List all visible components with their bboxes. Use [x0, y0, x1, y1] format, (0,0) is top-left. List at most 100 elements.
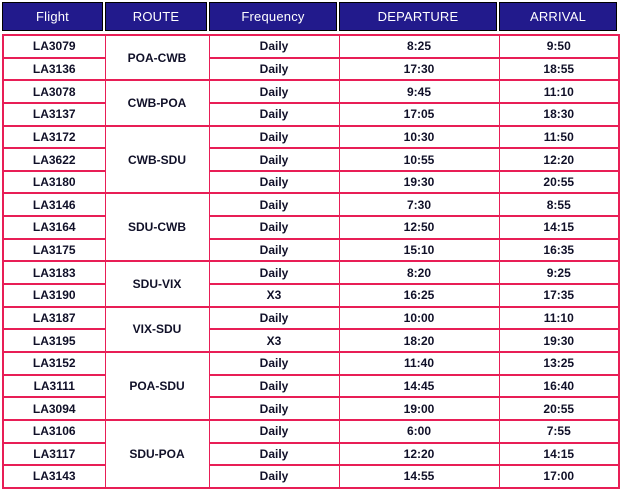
departure-time-cell: 17:30 [338, 56, 500, 82]
table-row: LA3180 Daily 19:30 20:55 [2, 169, 620, 195]
arrival-time-cell: 14:15 [498, 441, 620, 467]
arrival-time-cell: 18:30 [498, 101, 620, 127]
departure-time-cell: 10:00 [338, 305, 500, 331]
route-cell: SDU-POA [104, 418, 210, 489]
frequency-cell: X3 [208, 283, 340, 308]
departure-time-cell: 10:30 [338, 124, 500, 150]
departure-time-cell: 8:25 [338, 34, 500, 59]
departure-time-cell: 18:20 [338, 328, 500, 353]
flight-number-cell: LA3164 [2, 215, 106, 240]
frequency-cell: Daily [208, 305, 340, 331]
departure-time-cell: 7:30 [338, 192, 500, 218]
flight-number-cell: LA3195 [2, 328, 106, 353]
table-row: LA3183 SDU-VIX Daily 8:20 9:25 [2, 260, 620, 308]
table-row: LA3079 POA-CWB Daily 8:25 9:50 [2, 33, 620, 82]
route-cell: SDU-CWB [104, 192, 210, 263]
flight-number-cell: LA3136 [2, 56, 106, 82]
frequency-cell: Daily [208, 34, 340, 59]
flight-number-cell: LA3106 [2, 418, 106, 444]
flight-number-cell: LA3622 [2, 147, 106, 172]
flight-number-cell: LA3180 [2, 169, 106, 195]
header-departure: DEPARTURE [339, 2, 497, 31]
header-route: ROUTE [105, 2, 207, 31]
table-row: LA3164 Daily 12:50 14:15 [2, 215, 620, 240]
flight-number-cell: LA3078 [2, 79, 106, 104]
departure-time-cell: 11:40 [338, 350, 500, 376]
table-row: LA3137 Daily 17:05 18:30 [2, 101, 620, 127]
frequency-cell: X3 [208, 328, 340, 353]
flight-number-cell: LA3111 [2, 373, 106, 399]
arrival-time-cell: 9:50 [498, 34, 620, 59]
header-flight: Flight [2, 2, 103, 31]
flight-number-cell: LA3183 [2, 260, 106, 286]
frequency-cell: Daily [208, 418, 340, 444]
flight-number-cell: LA3152 [2, 350, 106, 376]
departure-time-cell: 6:00 [338, 418, 500, 444]
arrival-time-cell: 8:55 [498, 192, 620, 218]
arrival-time-cell: 14:15 [498, 215, 620, 240]
arrival-time-cell: 17:35 [498, 283, 620, 308]
table-header-row: Flight ROUTE Frequency DEPARTURE ARRIVAL [2, 2, 618, 31]
departure-time-cell: 14:45 [338, 373, 500, 399]
arrival-time-cell: 11:10 [498, 79, 620, 104]
frequency-cell: Daily [208, 215, 340, 240]
arrival-time-cell: 11:10 [498, 305, 620, 331]
departure-time-cell: 19:30 [338, 169, 500, 195]
header-frequency: Frequency [209, 2, 337, 31]
arrival-time-cell: 17:00 [498, 464, 620, 489]
table-row: LA3143 Daily 14:55 17:00 [2, 464, 620, 489]
flight-number-cell: LA3190 [2, 283, 106, 308]
route-cell: CWB-POA [104, 79, 210, 127]
arrival-time-cell: 18:55 [498, 56, 620, 82]
arrival-time-cell: 20:55 [498, 396, 620, 421]
frequency-cell: Daily [208, 464, 340, 489]
departure-time-cell: 8:20 [338, 260, 500, 286]
table-row: LA3622 Daily 10:55 12:20 [2, 147, 620, 172]
departure-time-cell: 17:05 [338, 101, 500, 127]
route-cell: SDU-VIX [104, 260, 210, 308]
schedule-table: LA3079 POA-CWB Daily 8:25 9:50 LA3136 Daily 17:… [2, 33, 620, 489]
departure-time-cell: 9:45 [338, 79, 500, 104]
table-row: LA3187 VIX-SDU Daily 10:00 11:10 [2, 305, 620, 353]
table-row: LA3146 SDU-CWB Daily 7:30 8:55 [2, 192, 620, 263]
arrival-time-cell: 11:50 [498, 124, 620, 150]
table-row: LA3111 Daily 14:45 16:40 [2, 373, 620, 399]
departure-time-cell: 10:55 [338, 147, 500, 172]
frequency-cell: Daily [208, 396, 340, 421]
flight-number-cell: LA3172 [2, 124, 106, 150]
flight-number-cell: LA3187 [2, 305, 106, 331]
frequency-cell: Daily [208, 260, 340, 286]
frequency-cell: Daily [208, 101, 340, 127]
departure-time-cell: 19:00 [338, 396, 500, 421]
frequency-cell: Daily [208, 373, 340, 399]
flight-number-cell: LA3079 [2, 34, 106, 59]
departure-time-cell: 12:20 [338, 441, 500, 467]
flight-schedule-table: Flight ROUTE Frequency DEPARTURE ARRIVAL… [2, 2, 620, 489]
route-cell: CWB-SDU [104, 124, 210, 195]
route-cell: POA-CWB [104, 33, 210, 82]
table-row: LA3106 SDU-POA Daily 6:00 7:55 [2, 418, 620, 489]
table-row: LA3152 POA-SDU Daily 11:40 13:25 [2, 350, 620, 421]
table-row: LA3094 Daily 19:00 20:55 [2, 396, 620, 421]
flight-number-cell: LA3143 [2, 464, 106, 489]
flight-number-cell: LA3175 [2, 237, 106, 263]
table-row: LA3117 Daily 12:20 14:15 [2, 441, 620, 467]
frequency-cell: Daily [208, 56, 340, 82]
frequency-cell: Daily [208, 237, 340, 263]
route-cell: POA-SDU [104, 350, 210, 421]
table-row: LA3078 CWB-POA Daily 9:45 11:10 [2, 79, 620, 127]
table-row: LA3136 Daily 17:30 18:55 [2, 56, 620, 82]
arrival-time-cell: 7:55 [498, 418, 620, 444]
flight-number-cell: LA3094 [2, 396, 106, 421]
frequency-cell: Daily [208, 147, 340, 172]
flight-table-body: LA3079 POA-CWB Daily 8:25 9:50 LA3136 Daily 17:… [2, 33, 620, 489]
flight-number-cell: LA3137 [2, 101, 106, 127]
arrival-time-cell: 12:20 [498, 147, 620, 172]
arrival-time-cell: 20:55 [498, 169, 620, 195]
flight-number-cell: LA3146 [2, 192, 106, 218]
arrival-time-cell: 16:40 [498, 373, 620, 399]
frequency-cell: Daily [208, 169, 340, 195]
frequency-cell: Daily [208, 350, 340, 376]
frequency-cell: Daily [208, 192, 340, 218]
route-cell: VIX-SDU [104, 305, 210, 353]
